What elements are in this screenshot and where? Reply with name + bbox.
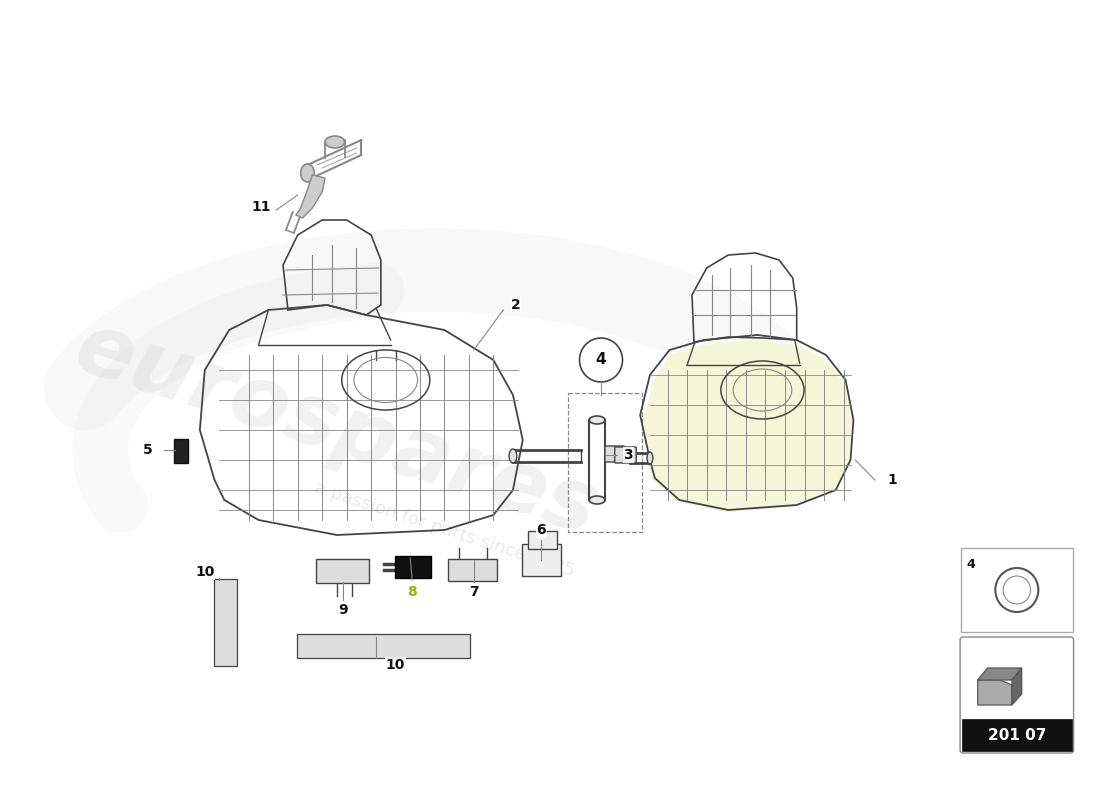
Text: 9: 9 — [338, 603, 348, 617]
Ellipse shape — [590, 496, 605, 504]
FancyBboxPatch shape — [962, 719, 1071, 751]
FancyBboxPatch shape — [961, 548, 1072, 632]
Text: a passion for parts since 1985: a passion for parts since 1985 — [312, 479, 576, 581]
Ellipse shape — [300, 164, 315, 182]
Polygon shape — [296, 175, 326, 218]
Text: eurospares: eurospares — [65, 306, 608, 554]
Polygon shape — [645, 340, 854, 512]
Polygon shape — [1012, 668, 1022, 705]
FancyBboxPatch shape — [317, 559, 370, 583]
Text: 11: 11 — [252, 200, 272, 214]
Text: 3: 3 — [624, 448, 634, 462]
Text: 4: 4 — [966, 558, 975, 571]
FancyBboxPatch shape — [175, 439, 188, 463]
Text: 10: 10 — [195, 565, 214, 579]
FancyBboxPatch shape — [960, 637, 1074, 753]
FancyBboxPatch shape — [615, 447, 636, 463]
Polygon shape — [978, 680, 1012, 705]
Ellipse shape — [647, 452, 653, 464]
Ellipse shape — [509, 449, 517, 463]
Text: 201 07: 201 07 — [988, 727, 1046, 742]
Text: 8: 8 — [407, 585, 417, 599]
Text: 10: 10 — [386, 658, 405, 672]
FancyBboxPatch shape — [521, 544, 561, 576]
FancyBboxPatch shape — [605, 446, 625, 462]
FancyBboxPatch shape — [449, 559, 497, 581]
FancyBboxPatch shape — [395, 556, 431, 578]
FancyBboxPatch shape — [213, 579, 236, 666]
FancyBboxPatch shape — [528, 531, 557, 549]
Ellipse shape — [326, 136, 344, 148]
Text: 5: 5 — [143, 443, 153, 457]
Text: 6: 6 — [537, 523, 546, 537]
Text: 2: 2 — [512, 298, 520, 312]
Ellipse shape — [590, 416, 605, 424]
Polygon shape — [978, 668, 1022, 680]
Text: 7: 7 — [469, 585, 478, 599]
Text: 4: 4 — [596, 353, 606, 367]
FancyBboxPatch shape — [297, 634, 470, 658]
Text: 1: 1 — [888, 473, 898, 487]
